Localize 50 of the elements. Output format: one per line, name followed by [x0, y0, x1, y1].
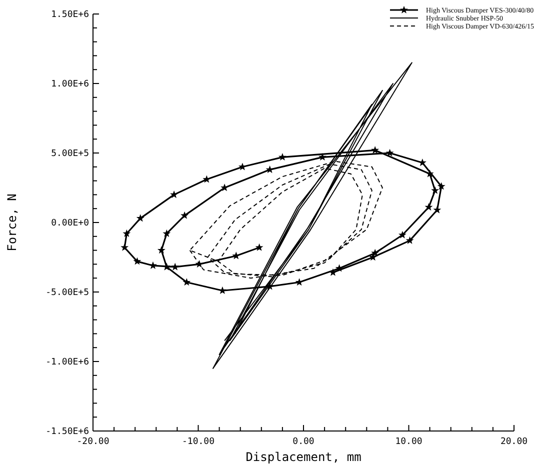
point	[372, 146, 379, 154]
point	[279, 154, 286, 160]
point	[172, 263, 179, 270]
point	[425, 204, 432, 210]
point	[123, 230, 130, 237]
point	[418, 159, 426, 166]
point	[434, 206, 441, 213]
point	[163, 230, 170, 237]
point	[163, 263, 170, 270]
x-tick-label: -20.00	[76, 437, 110, 447]
point	[256, 244, 263, 250]
point	[266, 166, 274, 173]
point	[372, 249, 379, 256]
point	[239, 163, 246, 170]
point	[183, 278, 190, 286]
point	[336, 264, 343, 272]
x-tick-label: 10.00	[395, 437, 422, 447]
point	[426, 170, 434, 177]
point	[438, 182, 445, 190]
point	[296, 278, 303, 286]
y-tick-label: -1.50E+6	[46, 427, 89, 437]
point	[181, 212, 188, 219]
x-tick-label: -10.00	[182, 437, 215, 447]
y-tick-label: 1.50E+6	[51, 10, 89, 20]
y-axis-title: Force, N	[5, 194, 19, 252]
point	[150, 262, 156, 269]
point	[386, 149, 394, 156]
y-tick-label: 5.00E+5	[51, 149, 89, 159]
point	[136, 214, 144, 222]
point	[406, 236, 414, 244]
point	[221, 184, 228, 191]
point	[370, 254, 376, 260]
point	[219, 287, 226, 294]
y-tick-label: -1.00E+6	[46, 358, 89, 368]
point	[398, 231, 406, 238]
point	[203, 176, 210, 182]
point	[432, 186, 438, 194]
point	[232, 252, 240, 259]
point	[158, 246, 165, 254]
y-tick-label: 1.00E+6	[51, 80, 89, 90]
point	[121, 244, 128, 250]
y-tick-label: -5.00E+5	[46, 288, 89, 298]
point	[330, 268, 336, 276]
y-tick-label: 0.00E+0	[51, 218, 89, 228]
x-tick-label: 0.00	[292, 437, 314, 447]
point	[134, 258, 141, 264]
point	[319, 154, 326, 160]
point	[170, 191, 178, 198]
x-tick-label: 20.00	[500, 437, 528, 447]
x-axis-title: Displacement, mm	[246, 450, 362, 464]
